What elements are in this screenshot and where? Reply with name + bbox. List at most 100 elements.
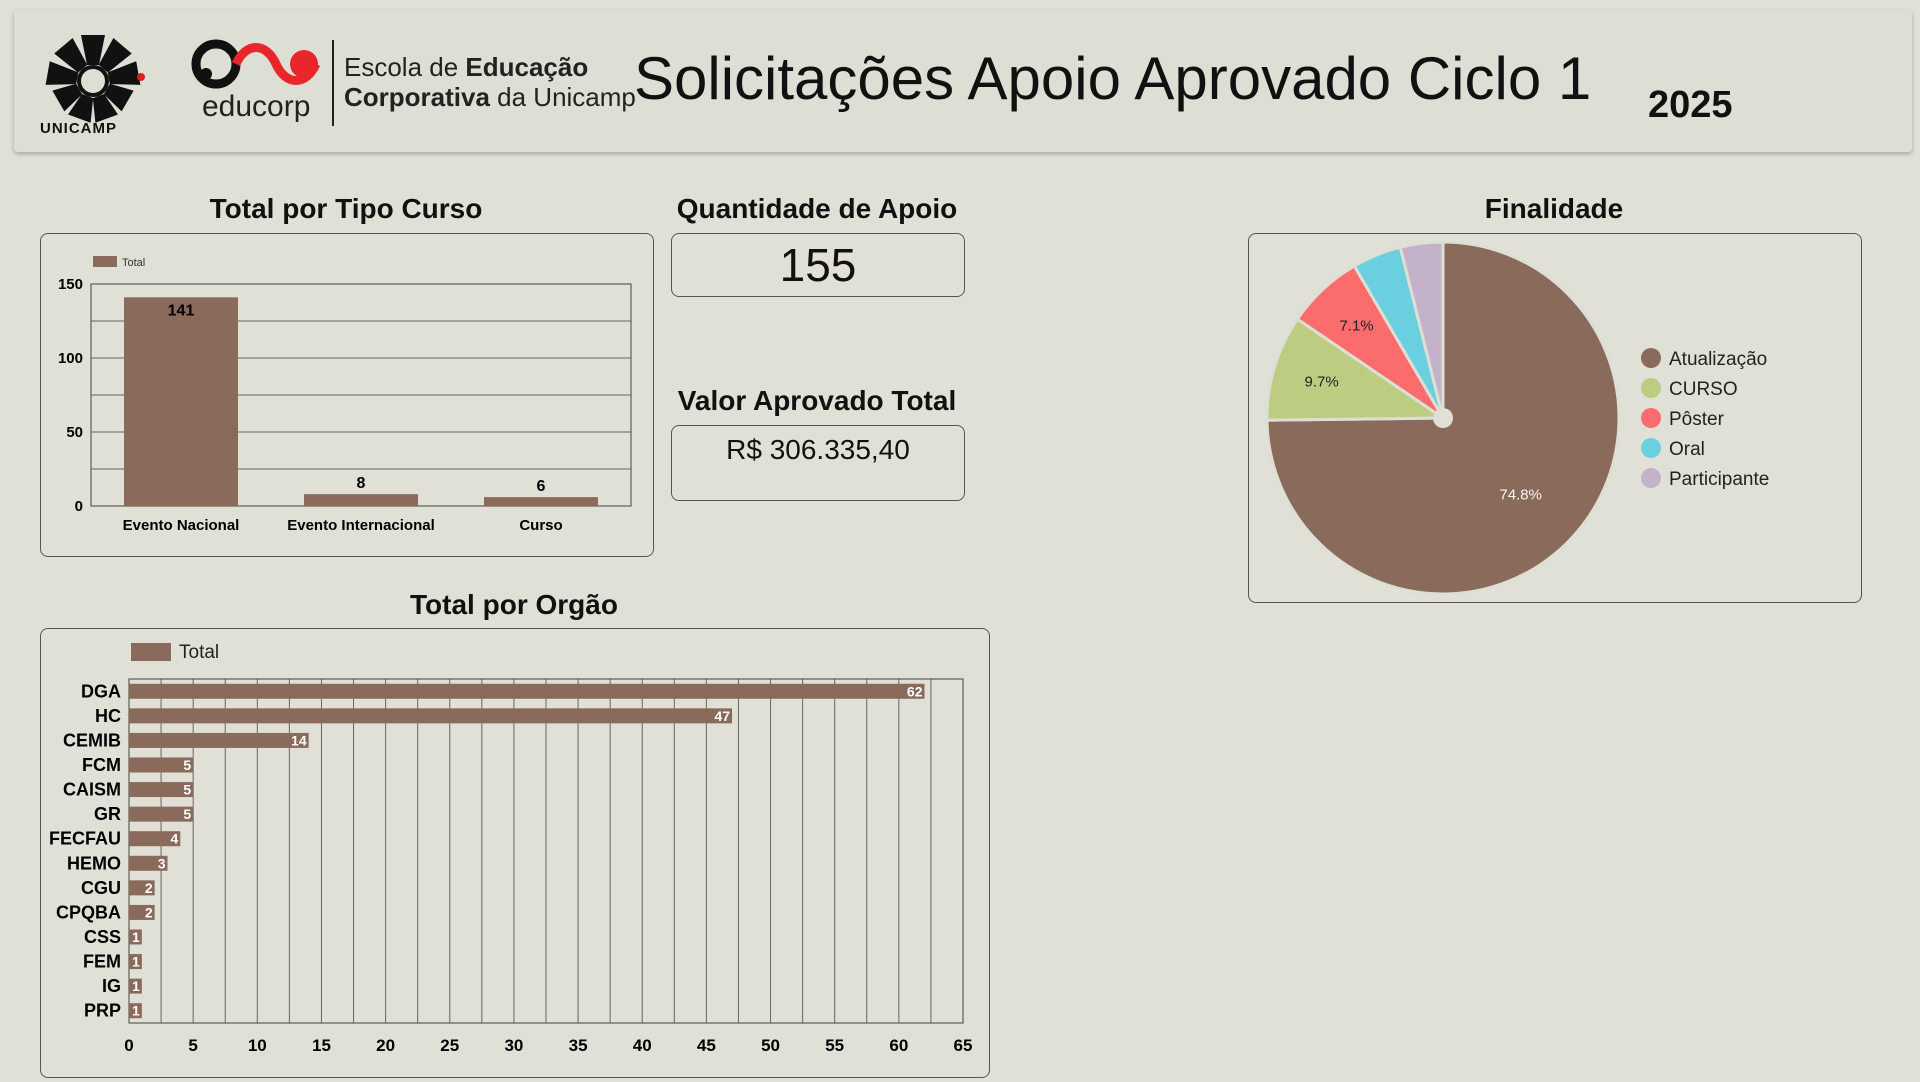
bar-data-label: 1 [132, 978, 140, 994]
y-tick-label: FEM [83, 952, 121, 972]
bar-data-label: 62 [907, 683, 923, 699]
legend-swatch [131, 643, 171, 661]
x-tick-label: 40 [633, 1036, 652, 1055]
header-bar: UNICAMP educorp Escola de Educação Corpo… [14, 10, 1912, 152]
bar-data-label: 2 [145, 880, 153, 896]
legend-swatch [1641, 348, 1661, 368]
x-tick-label: 20 [376, 1036, 395, 1055]
legend-swatch [93, 256, 117, 267]
educorp-wordmark: educorp [202, 90, 311, 123]
orgao-title: Total por Orgão [410, 589, 618, 620]
quantidade-value: 155 [779, 239, 857, 291]
bar-data-label: 47 [714, 708, 730, 724]
y-tick-label: DGA [81, 681, 121, 701]
quantidade-card: 155 [671, 233, 965, 297]
valor-value: R$ 306.335,40 [726, 434, 910, 465]
y-tick-label: FECFAU [49, 829, 121, 849]
pie-data-label: 74.8% [1499, 487, 1542, 504]
bar-data-label: 1 [132, 1003, 140, 1019]
y-tick-label: 0 [75, 498, 83, 515]
tipo-curso-title: Total por Tipo Curso [209, 193, 483, 224]
x-tick-label: 5 [188, 1036, 197, 1055]
bar-data-label: 5 [183, 806, 191, 822]
valor-title: Valor Aprovado Total [677, 385, 957, 416]
x-tick-label: 25 [440, 1036, 459, 1055]
y-tick-label: GR [94, 804, 121, 824]
bar-data-label: 5 [183, 757, 191, 773]
y-tick-label: CEMIB [63, 730, 121, 750]
bar-data-label: 2 [145, 904, 153, 920]
x-tick-label: 35 [569, 1036, 588, 1055]
y-tick-label: CGU [81, 878, 121, 898]
x-tick-label: 55 [825, 1036, 844, 1055]
y-tick-label: CPQBA [56, 902, 121, 922]
legend-swatch [1641, 468, 1661, 488]
bar [129, 1003, 142, 1019]
pie-data-label: 9.7% [1305, 374, 1339, 391]
bar [129, 954, 142, 970]
bar [124, 297, 238, 506]
unicamp-logo [45, 35, 145, 123]
y-tick-label: HC [95, 706, 121, 726]
finalidade-panel: 74.8% 9.7% 7.1% Atualização CURSO Pôster Oral P… [1248, 233, 1862, 603]
year-label: 2025 [1648, 84, 1733, 126]
school-name-line2: Corporativa da Unicamp [344, 82, 636, 112]
unicamp-wordmark: UNICAMP [40, 120, 117, 137]
y-tick-label: CSS [84, 927, 121, 947]
bar [129, 904, 155, 920]
x-tick-label: 15 [312, 1036, 331, 1055]
quantidade-title: Quantidade de Apoio [676, 193, 958, 224]
bar [129, 806, 194, 822]
bar-data-label: 14 [291, 732, 307, 748]
pie-slice [1398, 240, 1445, 419]
finalidade-title: Finalidade [1484, 193, 1624, 224]
y-tick-label: HEMO [67, 853, 121, 873]
y-tick-label: PRP [84, 1001, 121, 1021]
legend-label: Total [122, 257, 145, 269]
valor-card: R$ 306.335,40 [671, 425, 965, 501]
plot-border [128, 678, 964, 1024]
orgao-panel: Total 0 5 10 15 20 25 30 35 40 45 50 55 60 65 62 DGA 47 HC… [40, 628, 990, 1078]
y-tick-label: 50 [66, 424, 83, 441]
pie-data-label: 7.1% [1339, 317, 1373, 334]
y-tick-label: IG [102, 976, 121, 996]
bar [129, 831, 181, 847]
pie-center [1433, 408, 1453, 428]
legend-swatch [1641, 438, 1661, 458]
tipo-curso-panel: Total 0 50 100 150 141 Evento Nacional 8 Evento … [40, 233, 654, 557]
educorp-logo [191, 39, 321, 89]
legend-label: Participante [1669, 469, 1769, 490]
y-tick-label: FCM [82, 755, 121, 775]
tipo-curso-chart: Total 0 50 100 150 141 Evento Nacional 8 Evento … [58, 256, 632, 534]
school-name-line1: Escola de Educação [344, 52, 589, 82]
bar [304, 494, 418, 506]
bar-data-label: 141 [168, 302, 195, 319]
pie-slice [1265, 316, 1448, 422]
bar [484, 497, 598, 506]
bar-data-label: 8 [357, 475, 366, 492]
logo-divider [332, 40, 334, 126]
bar-data-label: 5 [183, 782, 191, 798]
y-tick-label: 100 [58, 350, 83, 367]
legend-label: CURSO [1669, 379, 1738, 400]
legend-swatch [1641, 408, 1661, 428]
bar [129, 880, 155, 896]
bar [129, 855, 168, 871]
x-tick-label: 0 [124, 1036, 133, 1055]
legend-label: Atualização [1669, 349, 1767, 370]
bar [129, 978, 142, 994]
legend-label: Pôster [1669, 409, 1725, 430]
x-tick-label: 60 [889, 1036, 908, 1055]
x-tick-label: Evento Internacional [287, 517, 435, 534]
bar-data-label: 6 [537, 478, 546, 495]
x-tick-label: Evento Nacional [123, 517, 240, 534]
legend-label: Total [179, 642, 219, 663]
x-tick-label: Curso [519, 517, 562, 534]
bar-data-label: 1 [132, 954, 140, 970]
y-tick-label: 150 [58, 276, 83, 293]
bar-data-label: 3 [158, 855, 166, 871]
y-tick-label: CAISM [63, 780, 121, 800]
bar [129, 683, 925, 699]
bar [129, 757, 194, 773]
